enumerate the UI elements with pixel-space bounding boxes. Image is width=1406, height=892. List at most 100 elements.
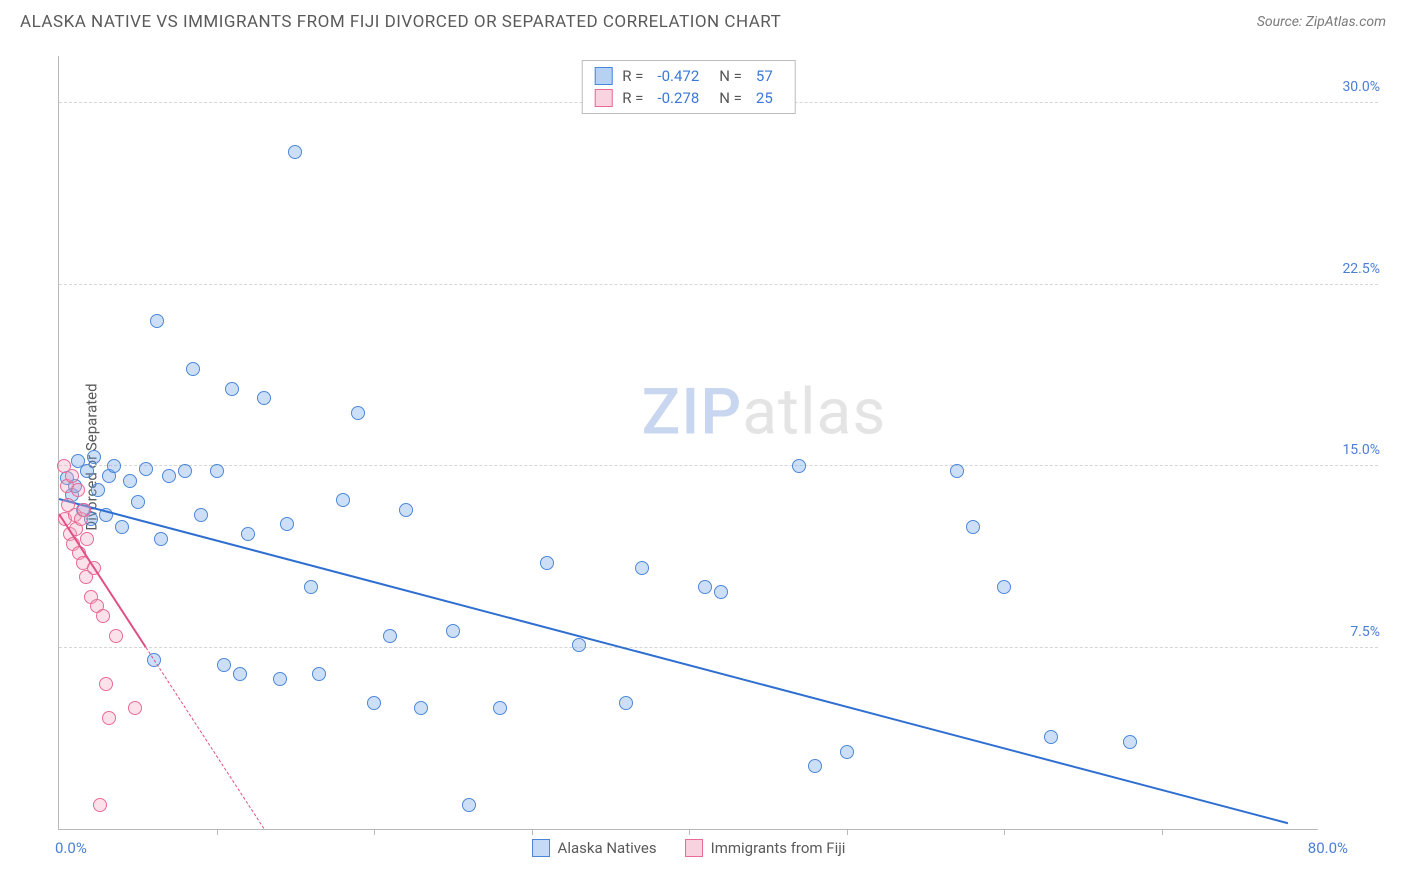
data-point bbox=[91, 483, 105, 497]
data-point bbox=[572, 638, 586, 652]
data-point bbox=[102, 711, 116, 725]
legend-item: Alaska Natives bbox=[532, 839, 657, 857]
y-tick-label: 7.5% bbox=[1350, 624, 1380, 640]
series-legend: Alaska Natives Immigrants from Fiji bbox=[532, 839, 846, 857]
n-label: N = bbox=[719, 67, 742, 85]
plot-area: ZIPatlas R =-0.472N =57R =-0.278N =25 Al… bbox=[58, 56, 1318, 830]
x-axis-max-label: 80.0% bbox=[1308, 839, 1348, 857]
trend-line bbox=[59, 498, 1288, 824]
data-point bbox=[139, 462, 153, 476]
data-point bbox=[65, 469, 79, 483]
legend-label: Immigrants from Fiji bbox=[711, 839, 846, 857]
y-tick-label: 15.0% bbox=[1342, 442, 1380, 458]
data-point bbox=[150, 314, 164, 328]
data-point bbox=[997, 580, 1011, 594]
x-tick-mark bbox=[847, 829, 848, 835]
legend-stat-row: R = -0.278 N = 25 bbox=[594, 87, 783, 109]
data-point bbox=[493, 701, 507, 715]
watermark: ZIPatlas bbox=[642, 374, 887, 449]
data-point bbox=[233, 667, 247, 681]
data-point bbox=[96, 609, 110, 623]
legend-swatch bbox=[594, 89, 612, 107]
data-point bbox=[178, 464, 192, 478]
data-point bbox=[80, 464, 94, 478]
r-label: R = bbox=[622, 67, 643, 85]
data-point bbox=[792, 459, 806, 473]
legend-stat-row: R = -0.472 N = 57 bbox=[594, 65, 783, 87]
data-point bbox=[399, 503, 413, 517]
data-point bbox=[336, 493, 350, 507]
legend-label: Alaska Natives bbox=[558, 839, 657, 857]
data-point bbox=[304, 580, 318, 594]
data-point bbox=[87, 450, 101, 464]
data-point bbox=[123, 474, 137, 488]
n-value: 25 bbox=[756, 89, 773, 107]
x-tick-mark bbox=[689, 829, 690, 835]
data-point bbox=[288, 145, 302, 159]
x-tick-mark bbox=[1162, 829, 1163, 835]
data-point bbox=[80, 532, 94, 546]
data-point bbox=[619, 696, 633, 710]
data-point bbox=[107, 459, 121, 473]
legend-swatch bbox=[532, 839, 550, 857]
x-axis-min-label: 0.0% bbox=[55, 839, 87, 857]
data-point bbox=[241, 527, 255, 541]
chart-container: Divorced or Separated ZIPatlas R =-0.472… bbox=[28, 50, 1388, 864]
x-tick-mark bbox=[532, 829, 533, 835]
y-tick-label: 30.0% bbox=[1342, 79, 1380, 95]
data-point bbox=[154, 532, 168, 546]
data-point bbox=[77, 503, 91, 517]
data-point bbox=[225, 382, 239, 396]
data-point bbox=[1123, 735, 1137, 749]
data-point bbox=[383, 629, 397, 643]
data-point bbox=[131, 495, 145, 509]
r-value: -0.472 bbox=[657, 67, 699, 85]
data-point bbox=[446, 624, 460, 638]
data-point bbox=[840, 745, 854, 759]
trend-line bbox=[58, 513, 146, 647]
data-point bbox=[93, 798, 107, 812]
data-point bbox=[217, 658, 231, 672]
gridline bbox=[59, 284, 1378, 285]
legend-item: Immigrants from Fiji bbox=[685, 839, 846, 857]
data-point bbox=[115, 520, 129, 534]
data-point bbox=[186, 362, 200, 376]
data-point bbox=[698, 580, 712, 594]
r-value: -0.278 bbox=[657, 89, 699, 107]
y-tick-label: 22.5% bbox=[1342, 261, 1380, 277]
n-label: N = bbox=[719, 89, 742, 107]
data-point bbox=[128, 701, 142, 715]
data-point bbox=[950, 464, 964, 478]
data-point bbox=[280, 517, 294, 531]
legend-swatch bbox=[594, 67, 612, 85]
data-point bbox=[414, 701, 428, 715]
x-tick-mark bbox=[1004, 829, 1005, 835]
data-point bbox=[162, 469, 176, 483]
data-point bbox=[99, 677, 113, 691]
data-point bbox=[312, 667, 326, 681]
n-value: 57 bbox=[756, 67, 773, 85]
data-point bbox=[273, 672, 287, 686]
data-point bbox=[714, 585, 728, 599]
x-tick-mark bbox=[217, 829, 218, 835]
data-point bbox=[1044, 730, 1058, 744]
data-point bbox=[540, 556, 554, 570]
data-point bbox=[462, 798, 476, 812]
x-tick-mark bbox=[374, 829, 375, 835]
source-attribution: Source: ZipAtlas.com bbox=[1257, 14, 1386, 30]
data-point bbox=[351, 406, 365, 420]
data-point bbox=[635, 561, 649, 575]
data-point bbox=[210, 464, 224, 478]
data-point bbox=[71, 483, 85, 497]
gridline bbox=[59, 465, 1378, 466]
gridline bbox=[59, 647, 1378, 648]
data-point bbox=[808, 759, 822, 773]
legend-swatch bbox=[685, 839, 703, 857]
data-point bbox=[109, 629, 123, 643]
data-point bbox=[966, 520, 980, 534]
data-point bbox=[194, 508, 208, 522]
chart-title: ALASKA NATIVE VS IMMIGRANTS FROM FIJI DI… bbox=[20, 12, 781, 32]
r-label: R = bbox=[622, 89, 643, 107]
correlation-legend: R = -0.472 N = 57 R = -0.278 N = 25 bbox=[581, 60, 796, 114]
data-point bbox=[257, 391, 271, 405]
